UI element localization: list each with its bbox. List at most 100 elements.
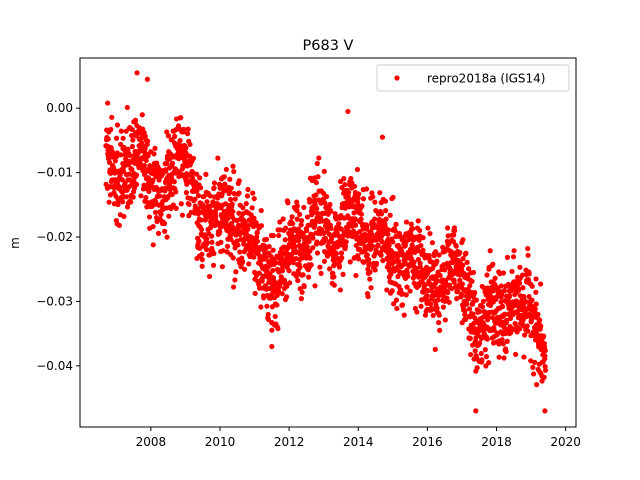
data-point bbox=[204, 236, 210, 242]
data-point bbox=[462, 308, 468, 314]
data-point bbox=[445, 233, 451, 239]
data-point bbox=[379, 239, 385, 245]
data-point bbox=[434, 305, 440, 311]
data-point bbox=[501, 288, 508, 294]
data-point bbox=[416, 237, 422, 243]
data-point bbox=[196, 238, 202, 244]
data-point bbox=[403, 219, 410, 225]
data-point bbox=[511, 248, 517, 254]
data-point bbox=[429, 240, 436, 246]
data-point bbox=[242, 220, 248, 226]
data-point bbox=[372, 216, 378, 222]
data-point bbox=[169, 160, 175, 166]
data-point bbox=[537, 281, 544, 287]
data-point bbox=[417, 264, 423, 270]
legend: repro2018a (IGS14) bbox=[376, 64, 570, 92]
data-point bbox=[220, 248, 226, 254]
data-point bbox=[373, 247, 379, 253]
x-tick-label: 2010 bbox=[205, 435, 236, 449]
data-point bbox=[391, 301, 397, 307]
data-point bbox=[274, 302, 280, 308]
data-point bbox=[119, 199, 126, 205]
data-point bbox=[245, 226, 251, 232]
data-point bbox=[277, 227, 283, 233]
data-point bbox=[368, 285, 374, 291]
data-point bbox=[298, 296, 304, 302]
data-point bbox=[244, 193, 250, 199]
data-point bbox=[190, 155, 197, 161]
data-point bbox=[263, 236, 270, 242]
data-point bbox=[264, 303, 270, 309]
data-point bbox=[253, 243, 259, 249]
legend-marker bbox=[394, 75, 400, 81]
data-point bbox=[542, 353, 548, 359]
data-point bbox=[224, 243, 231, 249]
data-point bbox=[415, 218, 421, 224]
data-point bbox=[207, 193, 213, 199]
data-point bbox=[250, 190, 256, 196]
data-point bbox=[517, 326, 523, 332]
data-point bbox=[422, 312, 429, 318]
data-point bbox=[393, 297, 400, 303]
data-point bbox=[230, 255, 236, 261]
data-point bbox=[192, 196, 198, 202]
data-point bbox=[352, 183, 358, 189]
data-point bbox=[108, 126, 114, 133]
data-point bbox=[459, 281, 465, 287]
data-point bbox=[130, 194, 136, 200]
data-point bbox=[243, 201, 249, 207]
data-point bbox=[347, 259, 353, 265]
data-point bbox=[434, 258, 440, 264]
data-point bbox=[138, 135, 144, 141]
data-point bbox=[378, 211, 385, 217]
data-point bbox=[436, 252, 442, 258]
data-point bbox=[322, 200, 328, 206]
data-point bbox=[480, 298, 486, 304]
data-point bbox=[483, 354, 490, 360]
data-point bbox=[520, 285, 526, 291]
data-point bbox=[469, 278, 475, 284]
data-point bbox=[229, 201, 235, 207]
data-point bbox=[505, 281, 511, 287]
data-point bbox=[185, 126, 191, 132]
data-point bbox=[353, 272, 359, 279]
data-point bbox=[227, 196, 234, 203]
data-point bbox=[164, 161, 170, 167]
data-point bbox=[134, 70, 140, 76]
data-point bbox=[390, 194, 396, 200]
data-point bbox=[333, 251, 340, 257]
data-point bbox=[380, 258, 386, 264]
data-point bbox=[209, 233, 215, 239]
data-point bbox=[254, 238, 261, 244]
data-point bbox=[169, 175, 175, 181]
data-point bbox=[251, 215, 257, 221]
y-tick-label: −0.03 bbox=[36, 294, 73, 308]
data-point bbox=[283, 225, 289, 231]
data-point bbox=[490, 261, 496, 267]
data-point bbox=[405, 273, 411, 279]
data-point bbox=[286, 268, 292, 274]
data-point bbox=[198, 217, 204, 223]
data-point bbox=[284, 283, 290, 289]
data-point bbox=[150, 177, 156, 183]
data-point bbox=[529, 297, 535, 303]
data-point bbox=[427, 230, 433, 237]
data-point bbox=[440, 304, 447, 310]
data-point bbox=[187, 141, 193, 148]
data-point bbox=[512, 351, 519, 358]
data-point bbox=[455, 288, 461, 295]
data-point bbox=[532, 306, 538, 312]
data-point bbox=[173, 205, 179, 211]
data-point bbox=[440, 244, 446, 250]
data-point bbox=[279, 291, 285, 297]
data-point bbox=[240, 259, 246, 265]
data-point bbox=[378, 252, 384, 258]
data-point bbox=[473, 297, 479, 303]
data-point bbox=[482, 347, 488, 353]
data-point bbox=[258, 304, 264, 310]
data-point bbox=[382, 198, 389, 204]
data-point bbox=[199, 251, 205, 257]
data-point bbox=[444, 225, 451, 231]
data-point bbox=[152, 209, 159, 216]
data-point bbox=[470, 269, 477, 276]
